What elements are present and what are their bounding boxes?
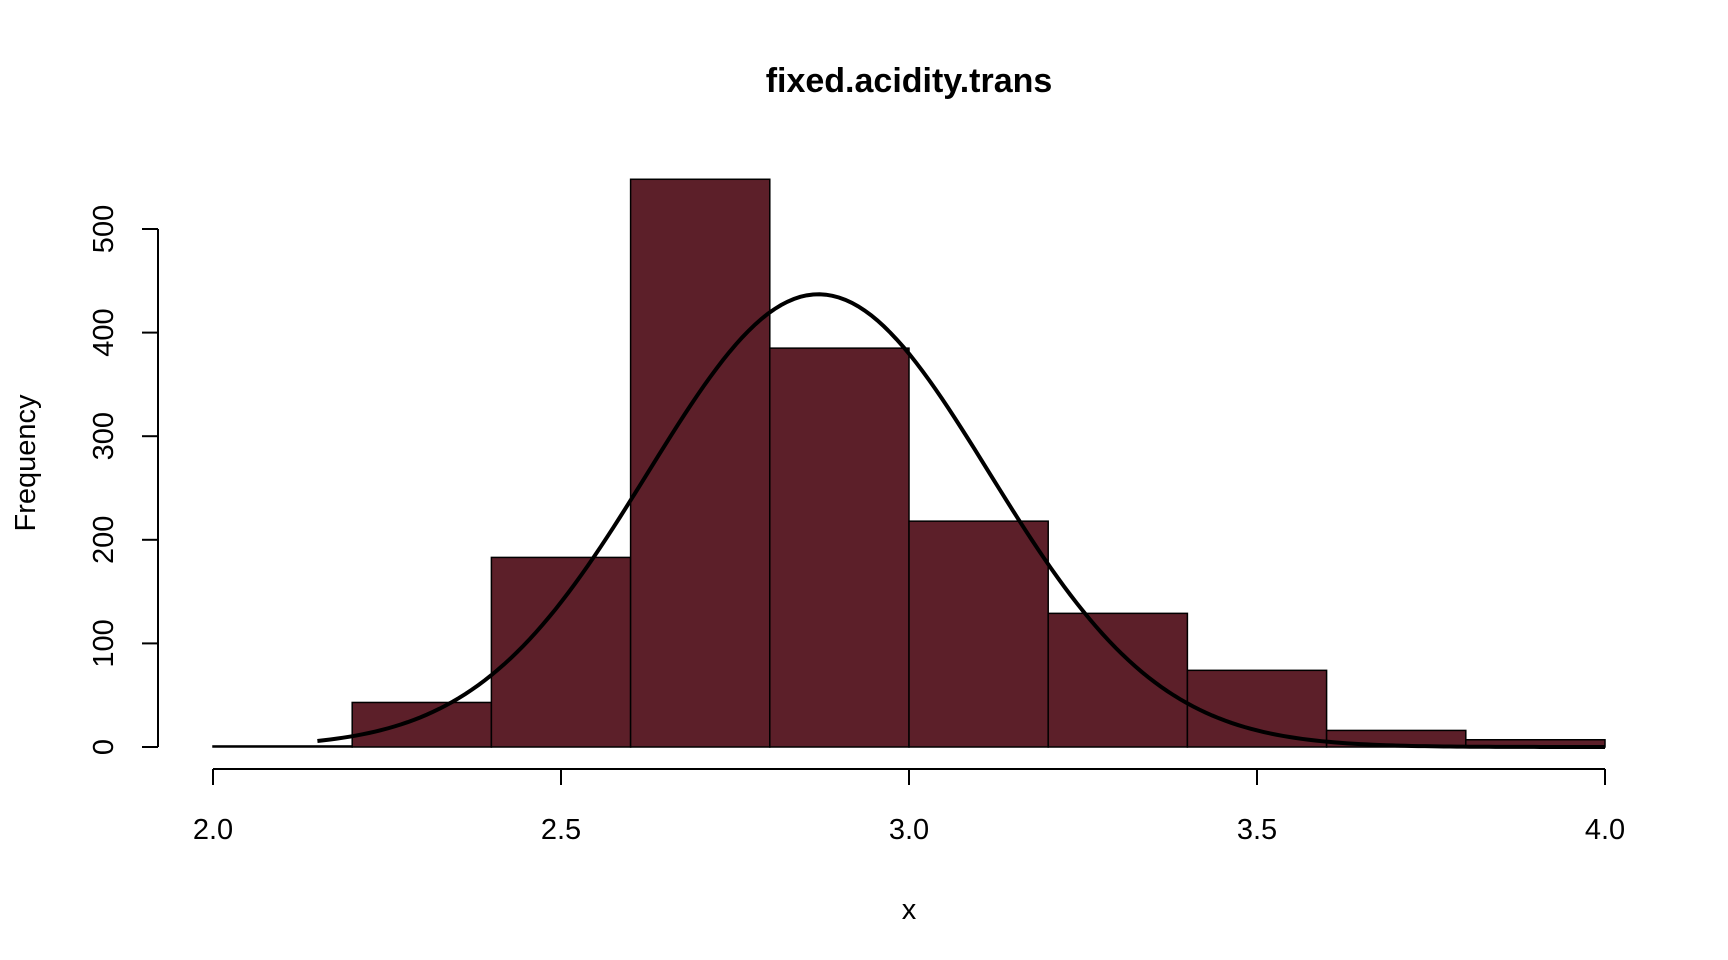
y-tick-label-4: 300	[88, 412, 120, 460]
x-tick-label-3: 3.0	[889, 814, 929, 846]
histogram-bar-8	[1186, 669, 1328, 748]
y-tick-label-1: 0	[88, 739, 120, 755]
histogram-bar-5	[769, 347, 910, 748]
histogram-bar-1	[212, 745, 353, 748]
chart-title: fixed.acidity.trans	[766, 62, 1053, 100]
x-tick-label-4: 3.5	[1237, 814, 1277, 846]
x-tick-label-2: 2.5	[541, 814, 581, 846]
histogram-bar-3	[490, 556, 632, 748]
x-axis-title: x	[902, 894, 917, 926]
y-axis-title: Frequency	[10, 394, 42, 532]
y-tick-label-3: 200	[88, 516, 120, 564]
y-tick-label-6: 500	[88, 205, 120, 253]
y-tick-label-2: 100	[88, 619, 120, 667]
histogram-bar-7	[1047, 612, 1189, 748]
x-axis: 2.0 2.5 3.0 3.5 4.0	[193, 768, 1625, 846]
density-curve-group	[317, 292, 1605, 749]
histogram-bar-2	[351, 701, 493, 748]
x-tick-label-1: 2.0	[193, 814, 233, 846]
normal-density-curve	[317, 292, 1605, 749]
y-tick-label-5: 400	[88, 308, 120, 356]
histogram-bar-6	[908, 520, 1049, 748]
x-tick-label-5: 4.0	[1585, 814, 1625, 846]
bars-group	[212, 178, 1606, 748]
y-axis: 0 100 200 300 400 500	[88, 205, 159, 755]
